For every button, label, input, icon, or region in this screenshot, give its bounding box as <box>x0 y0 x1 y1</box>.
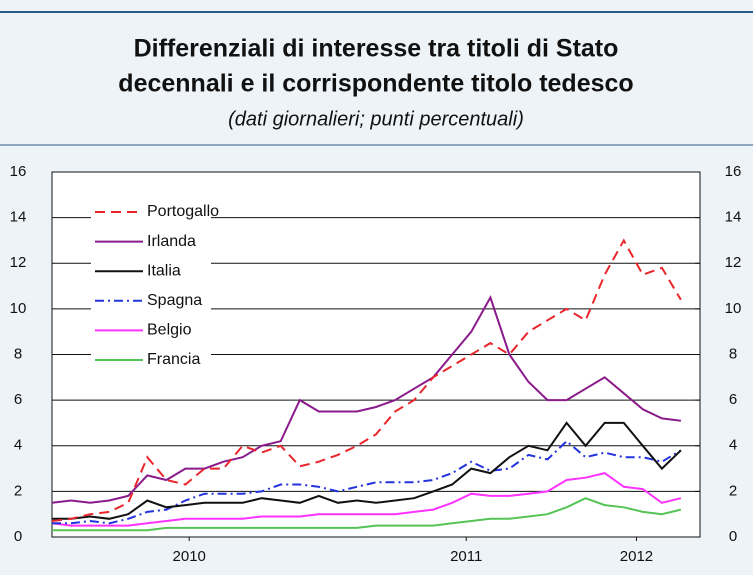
legend-label: Portogallo <box>147 203 219 220</box>
legend-bg <box>91 288 211 313</box>
legend-label: Spagna <box>147 292 202 309</box>
y2-tick-label: 12 <box>725 254 742 271</box>
y-tick-label: 10 <box>10 300 27 317</box>
chart-title: Differenziali di interesse tra titoli di… <box>134 35 619 63</box>
y2-tick-label: 6 <box>729 391 737 408</box>
legend-label: Irlanda <box>147 233 196 250</box>
chart-title: decennali e il corrispondente titolo ted… <box>118 70 633 98</box>
legend-label: Belgio <box>147 322 192 339</box>
y2-tick-label: 14 <box>725 209 742 226</box>
y-tick-label: 16 <box>10 163 27 180</box>
series-line <box>51 295 682 504</box>
chart-subtitle: (dati giornalieri; punti percentuali) <box>228 108 524 130</box>
y2-tick-label: 4 <box>729 437 737 454</box>
y2-tick-label: 16 <box>725 163 742 180</box>
x-tick-label: 2010 <box>173 548 206 565</box>
y-tick-label: 6 <box>14 391 22 408</box>
y2-tick-label: 0 <box>729 528 737 545</box>
series-line <box>52 497 682 532</box>
x-tick-label: 2011 <box>450 548 482 565</box>
y-tick-label: 4 <box>14 437 22 454</box>
series-line <box>52 439 682 525</box>
y-tick-label: 14 <box>10 209 27 226</box>
series-line <box>51 472 682 527</box>
legend-label: Italia <box>147 262 181 279</box>
x-tick-label: 2012 <box>620 548 653 565</box>
y-tick-label: 0 <box>14 528 22 545</box>
y2-tick-label: 10 <box>725 300 742 317</box>
series-line <box>52 421 682 520</box>
y2-tick-label: 8 <box>729 345 737 362</box>
series-line <box>51 238 682 522</box>
y2-tick-label: 2 <box>729 482 737 499</box>
y-tick-label: 12 <box>10 254 27 271</box>
legend-label: Francia <box>147 351 200 368</box>
y-tick-label: 8 <box>14 345 22 362</box>
y-tick-label: 2 <box>14 482 22 499</box>
